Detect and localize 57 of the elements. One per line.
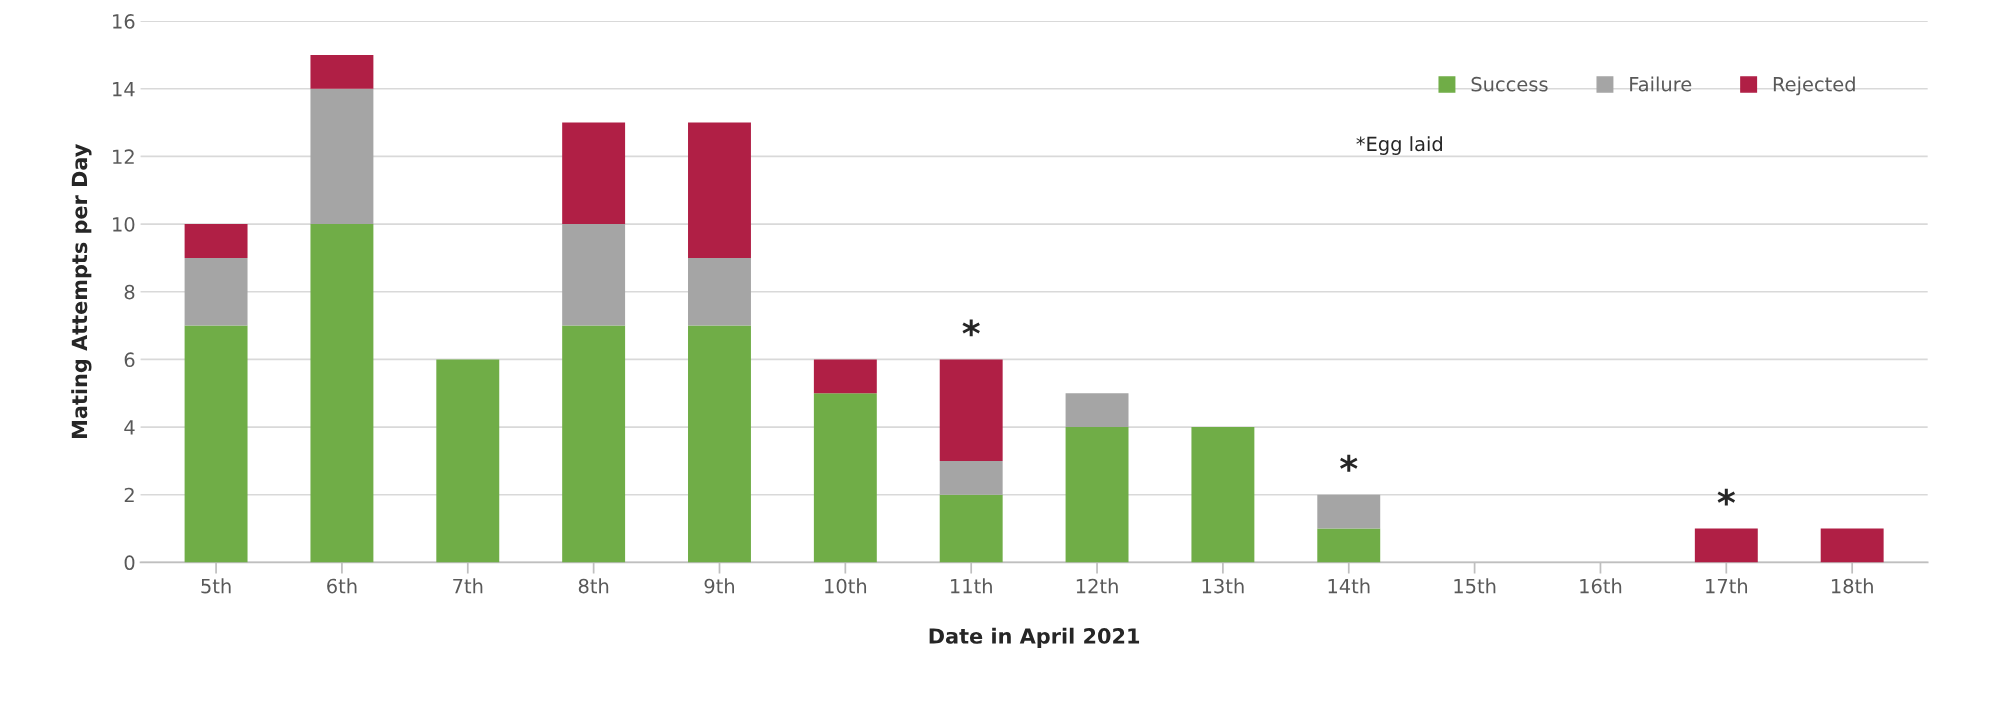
x-tick-label: 7th — [453, 578, 483, 594]
bar — [1317, 494, 1381, 529]
x-tick-label: 13th — [1202, 578, 1244, 594]
bar — [310, 224, 374, 563]
y-tick-label: 8 — [124, 284, 135, 300]
bar — [562, 325, 626, 563]
y-tick-label: 6 — [124, 352, 135, 368]
bar — [688, 325, 751, 563]
bar — [939, 494, 1003, 563]
bar — [813, 393, 877, 563]
legend-label: Rejected — [1773, 76, 1855, 96]
annotation: * — [962, 319, 980, 337]
bar — [310, 88, 374, 225]
x-axis-title: Date in April 2021 — [929, 627, 1140, 648]
bar — [688, 257, 751, 326]
bar — [813, 359, 877, 394]
bar — [436, 359, 500, 563]
y-tick-label: 4 — [124, 420, 135, 435]
x-tick-label: 12th — [1076, 578, 1118, 594]
bar — [184, 325, 248, 563]
bar — [1065, 393, 1129, 428]
bar — [1317, 528, 1381, 563]
y-tick-label: 16 — [113, 14, 135, 29]
annotation: * — [1717, 488, 1736, 506]
y-tick-label: 10 — [113, 217, 135, 232]
x-tick-label: 15th — [1454, 578, 1496, 594]
bar — [1820, 528, 1884, 563]
y-tick-label: 12 — [113, 149, 134, 164]
bar — [562, 122, 626, 225]
bar — [1191, 427, 1255, 563]
annotation: * — [1340, 454, 1358, 472]
legend-label: Success — [1471, 76, 1548, 92]
y-tick-label: 14 — [113, 81, 135, 97]
x-tick-label: 17th — [1706, 578, 1748, 594]
bar — [1065, 427, 1129, 563]
x-tick-label: 11th — [950, 578, 992, 594]
x-tick-label: 14th — [1328, 578, 1370, 594]
x-tick-label: 5th — [201, 578, 231, 594]
x-tick-label: 8th — [578, 578, 609, 594]
y-tick-label: 0 — [124, 555, 135, 571]
bar — [184, 224, 248, 258]
legend-label: Failure — [1630, 76, 1692, 92]
bar — [1694, 528, 1758, 563]
bar — [939, 460, 1003, 495]
bar — [310, 54, 374, 89]
x-tick-label: 18th — [1831, 578, 1873, 594]
x-tick-label: 16th — [1580, 578, 1622, 594]
bar — [562, 224, 626, 326]
bar — [184, 257, 248, 326]
x-tick-label: 9th — [704, 578, 734, 594]
bar — [939, 359, 1003, 461]
x-tick-label: 6th — [327, 578, 357, 594]
y-tick-label: 2 — [124, 487, 134, 503]
x-tick-label: 10th — [825, 578, 867, 594]
y-axis-title: Mating Attempts per Day — [71, 144, 92, 438]
bar — [688, 122, 751, 258]
annotation: *Egg laid — [1356, 136, 1442, 155]
